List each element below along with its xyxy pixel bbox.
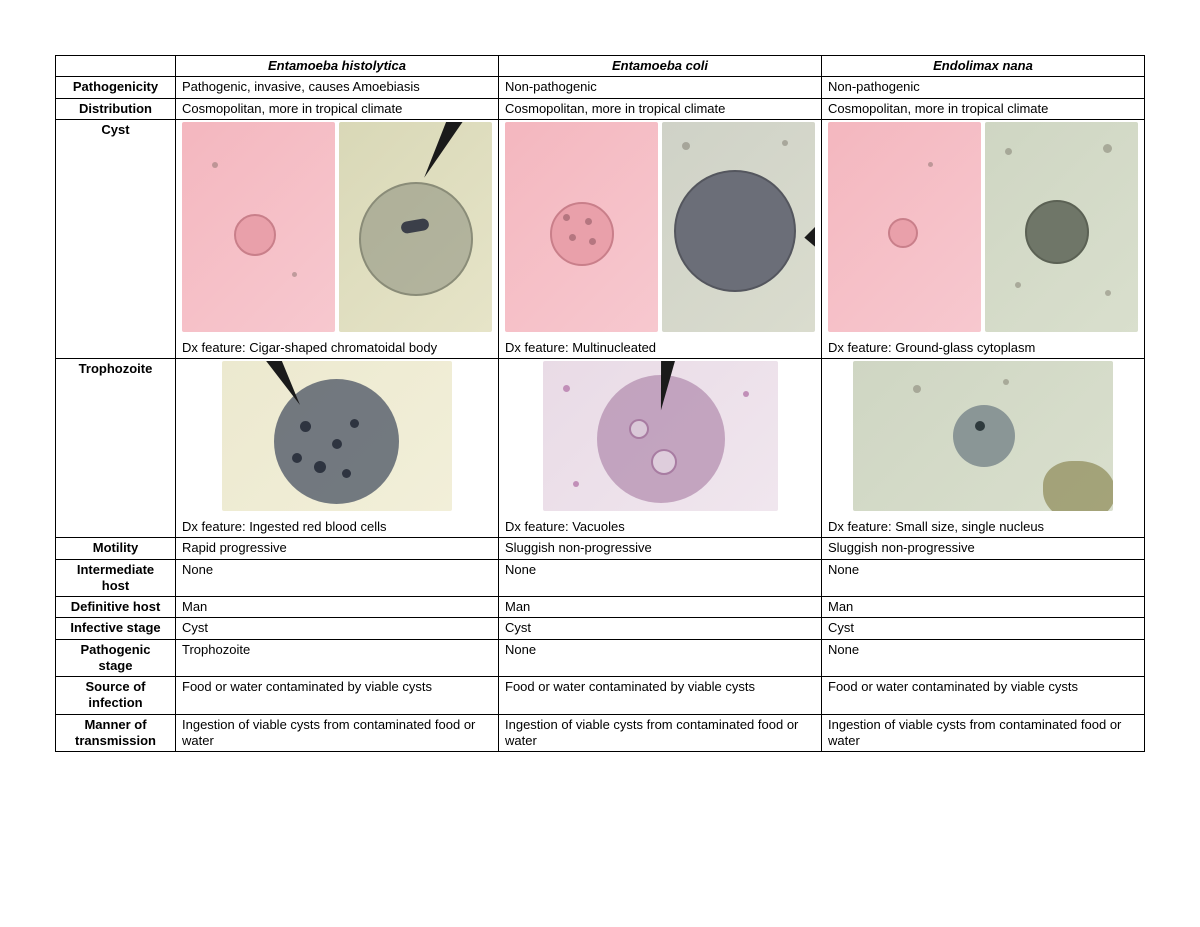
row-infective-stage: Infective stage Cyst Cyst Cyst [56, 618, 1145, 639]
cyst-micrograph-left [505, 122, 658, 332]
cell-value: Food or water contaminated by viable cys… [499, 677, 822, 715]
row-label: Distribution [56, 98, 176, 119]
troph-caption: Dx feature: Vacuoles [505, 519, 815, 535]
row-label: Pathogenic stage [56, 639, 176, 677]
cell-value: None [822, 559, 1145, 597]
cyst-image-pair [182, 122, 492, 332]
cell-value: Cosmopolitan, more in tropical climate [499, 98, 822, 119]
cyst-cell-2: Dx feature: Ground-glass cytoplasm [822, 119, 1145, 358]
row-definitive-host: Definitive host Man Man Man [56, 597, 1145, 618]
cell-value: Cyst [176, 618, 499, 639]
row-pathogenicity: Pathogenicity Pathogenic, invasive, caus… [56, 77, 1145, 98]
cell-value: Sluggish non-progressive [499, 538, 822, 559]
cyst-micrograph-left [828, 122, 981, 332]
cyst-caption: Dx feature: Cigar-shaped chromatoidal bo… [182, 340, 492, 356]
cyst-micrograph-right [662, 122, 815, 332]
troph-cell-0: Dx feature: Ingested red blood cells [176, 359, 499, 538]
table-header-row: Entamoeba histolytica Entamoeba coli End… [56, 56, 1145, 77]
cyst-micrograph-left [182, 122, 335, 332]
header-species-0: Entamoeba histolytica [176, 56, 499, 77]
troph-micrograph [543, 361, 778, 511]
cell-value: Trophozoite [176, 639, 499, 677]
cell-value: Cyst [822, 618, 1145, 639]
row-cyst: Cyst Dx feature: Cigar-shaped chromat [56, 119, 1145, 358]
troph-cell-1: Dx feature: Vacuoles [499, 359, 822, 538]
pointer-needle-icon [263, 361, 307, 409]
row-motility: Motility Rapid progressive Sluggish non-… [56, 538, 1145, 559]
cyst-image-pair [505, 122, 815, 332]
cell-value: Non-pathogenic [499, 77, 822, 98]
cyst-caption: Dx feature: Multinucleated [505, 340, 815, 356]
row-label: Trophozoite [56, 359, 176, 538]
header-species-1: Entamoeba coli [499, 56, 822, 77]
cyst-icon [550, 202, 614, 266]
cell-value: None [499, 559, 822, 597]
cyst-icon [234, 214, 276, 256]
cyst-cell-1: Dx feature: Multinucleated [499, 119, 822, 358]
cell-value: Food or water contaminated by viable cys… [176, 677, 499, 715]
row-intermediate-host: Intermediate host None None None [56, 559, 1145, 597]
cell-value: Pathogenic, invasive, causes Amoebiasis [176, 77, 499, 98]
row-label: Infective stage [56, 618, 176, 639]
cell-value: Man [176, 597, 499, 618]
pointer-needle-icon [417, 122, 464, 182]
cyst-caption: Dx feature: Ground-glass cytoplasm [828, 340, 1138, 356]
cell-value: None [499, 639, 822, 677]
cell-value: Food or water contaminated by viable cys… [822, 677, 1145, 715]
species-name: Entamoeba coli [612, 58, 708, 73]
cell-value: Ingestion of viable cysts from contamina… [822, 714, 1145, 752]
comparison-table: Entamoeba histolytica Entamoeba coli End… [55, 55, 1145, 752]
cyst-cell-0: Dx feature: Cigar-shaped chromatoidal bo… [176, 119, 499, 358]
row-label: Definitive host [56, 597, 176, 618]
row-label: Source of infection [56, 677, 176, 715]
species-name: Endolimax nana [933, 58, 1033, 73]
debris-blob-icon [1043, 461, 1113, 511]
vacuole-icon [629, 419, 649, 439]
row-trophozoite: Trophozoite Dx feature: Ingested red blo… [56, 359, 1145, 538]
page: Entamoeba histolytica Entamoeba coli End… [0, 0, 1200, 927]
cell-value: Rapid progressive [176, 538, 499, 559]
cell-value: Ingestion of viable cysts from contamina… [176, 714, 499, 752]
cyst-micrograph-right [985, 122, 1138, 332]
cell-value: Man [499, 597, 822, 618]
header-species-2: Endolimax nana [822, 56, 1145, 77]
cyst-micrograph-right [339, 122, 492, 332]
cell-value: Cyst [499, 618, 822, 639]
row-distribution: Distribution Cosmopolitan, more in tropi… [56, 98, 1145, 119]
cell-value: None [176, 559, 499, 597]
cell-value: Sluggish non-progressive [822, 538, 1145, 559]
cyst-icon [359, 182, 473, 296]
cyst-icon [674, 170, 796, 292]
troph-cell-2: Dx feature: Small size, single nucleus [822, 359, 1145, 538]
cyst-icon [888, 218, 918, 248]
nucleus-icon [975, 421, 985, 431]
row-label: Pathogenicity [56, 77, 176, 98]
row-label: Intermediate host [56, 559, 176, 597]
trophozoite-icon [953, 405, 1015, 467]
row-label: Manner of transmission [56, 714, 176, 752]
row-label: Cyst [56, 119, 176, 358]
row-source-of-infection: Source of infection Food or water contam… [56, 677, 1145, 715]
cell-value: Man [822, 597, 1145, 618]
cyst-image-pair [828, 122, 1138, 332]
row-label: Motility [56, 538, 176, 559]
pointer-needle-icon [804, 226, 815, 301]
cell-value: Cosmopolitan, more in tropical climate [822, 98, 1145, 119]
troph-caption: Dx feature: Small size, single nucleus [828, 519, 1138, 535]
cell-value: Non-pathogenic [822, 77, 1145, 98]
row-pathogenic-stage: Pathogenic stage Trophozoite None None [56, 639, 1145, 677]
species-name: Entamoeba histolytica [268, 58, 406, 73]
troph-micrograph [222, 361, 452, 511]
row-manner-of-transmission: Manner of transmission Ingestion of viab… [56, 714, 1145, 752]
troph-micrograph [853, 361, 1113, 511]
troph-caption: Dx feature: Ingested red blood cells [182, 519, 492, 535]
cell-value: Ingestion of viable cysts from contamina… [499, 714, 822, 752]
cell-value: Cosmopolitan, more in tropical climate [176, 98, 499, 119]
cell-value: None [822, 639, 1145, 677]
cyst-icon [1025, 200, 1089, 264]
header-blank [56, 56, 176, 77]
vacuole-icon [651, 449, 677, 475]
